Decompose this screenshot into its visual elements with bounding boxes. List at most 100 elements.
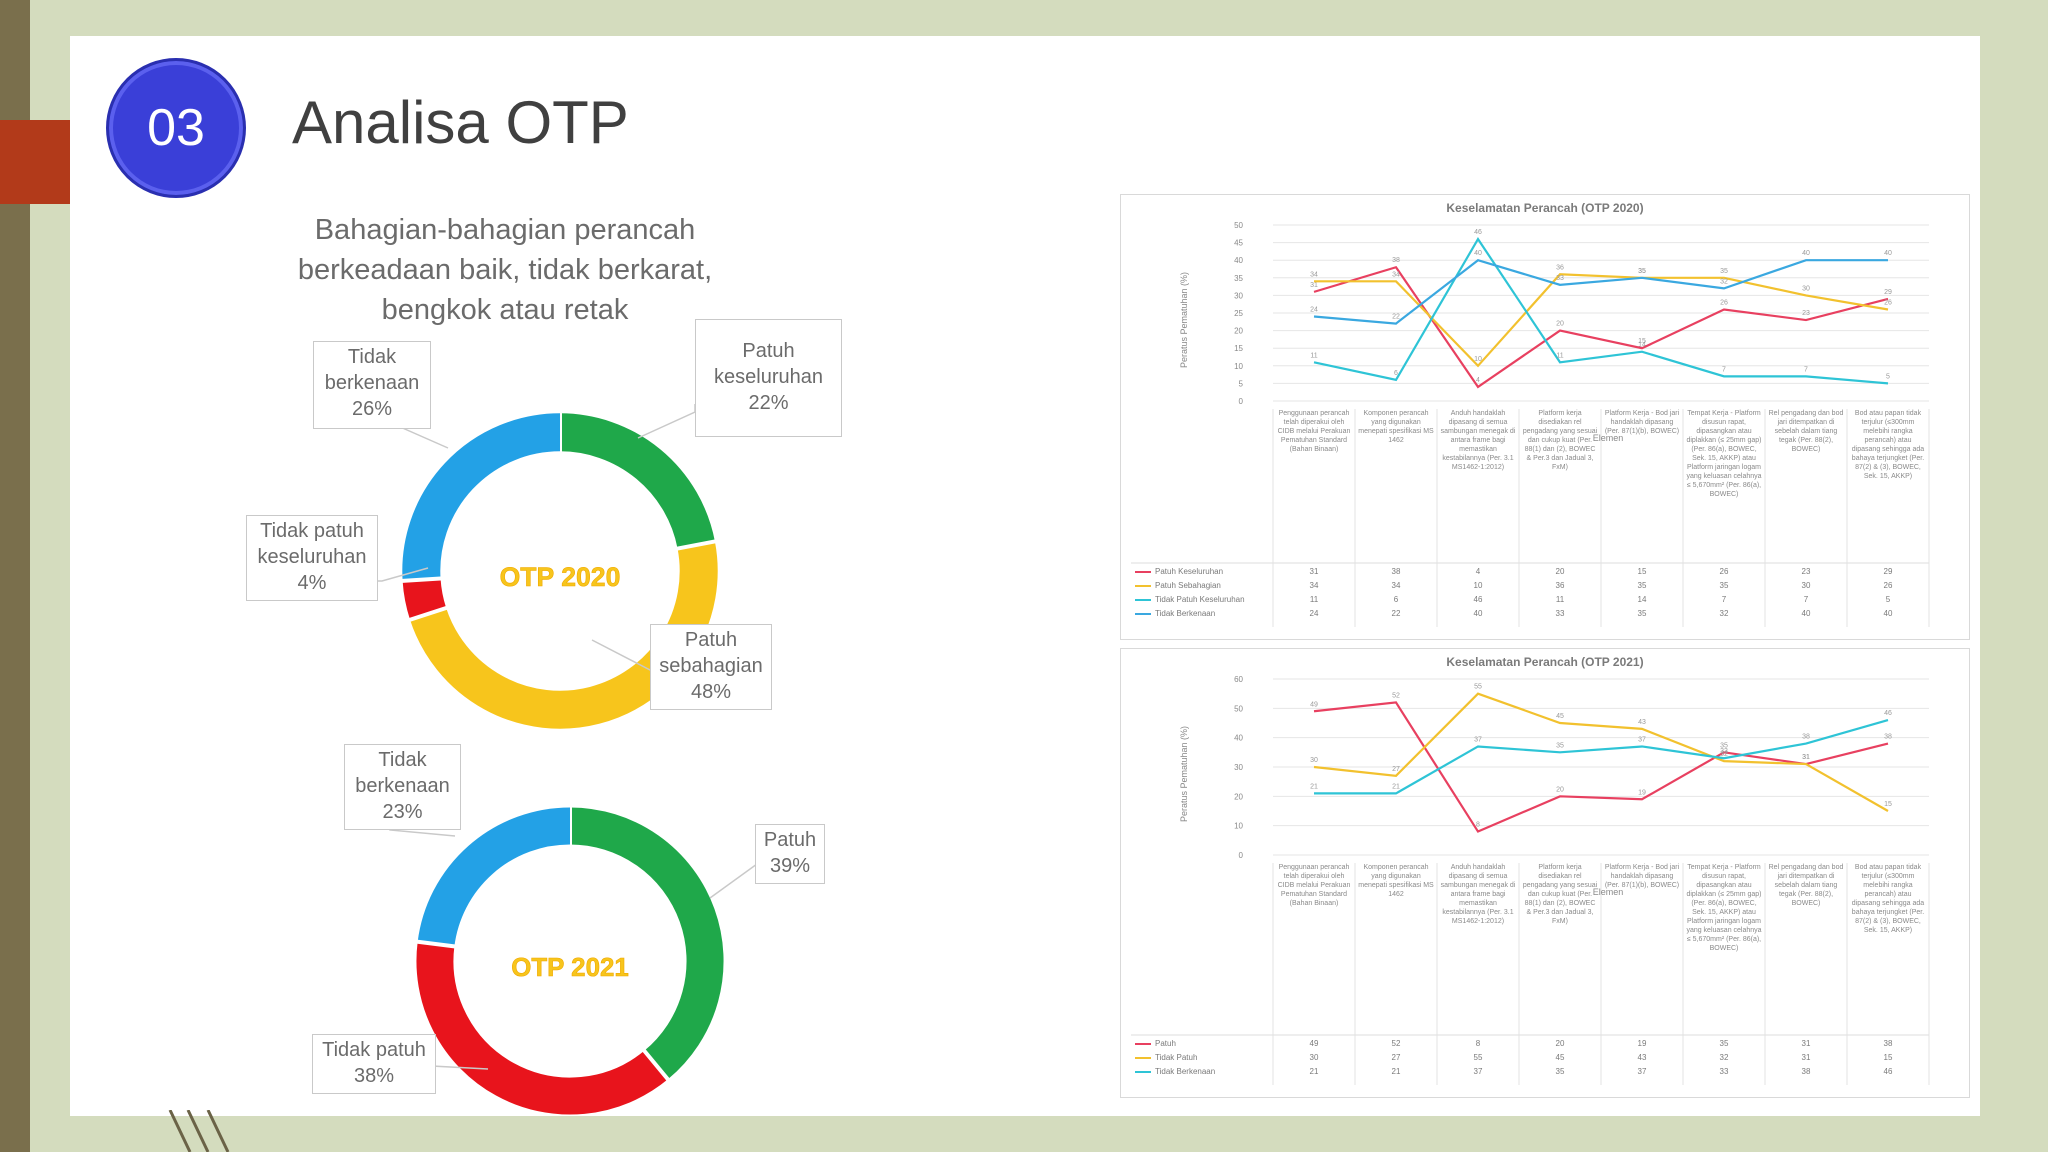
data-label: 38 — [1884, 734, 1892, 741]
y-tick-label: 35 — [1234, 274, 1243, 283]
table-cell: 22 — [1391, 609, 1401, 618]
y-tick-label: 50 — [1234, 221, 1243, 230]
callout-line: 48% — [690, 681, 732, 703]
data-label: 5 — [1886, 373, 1890, 380]
data-label: 30 — [1802, 285, 1810, 292]
table-cell: 35 — [1637, 609, 1647, 618]
table-cell: 15 — [1883, 1053, 1893, 1062]
x-axis-label: Elemen — [1592, 433, 1624, 443]
table-cell: 21 — [1391, 1067, 1401, 1076]
y-tick-label: 0 — [1239, 851, 1244, 860]
x-category-label: Penggunaan perancah telah diperakui oleh… — [1277, 864, 1351, 907]
table-cell: 11 — [1309, 595, 1319, 604]
donut-center-label: OTP 2021 — [511, 954, 629, 982]
table-cell: 5 — [1885, 595, 1891, 604]
callout-line: Tidak patuh — [260, 520, 364, 542]
data-label: 15 — [1638, 338, 1646, 345]
data-label: 37 — [1638, 736, 1646, 743]
x-axis-label: Elemen — [1592, 887, 1624, 897]
x-category-label: Tempat Kerja - Platform disusun rapat, d… — [1686, 864, 1762, 952]
donut-separator — [400, 576, 443, 584]
x-category-label: Platform Kerja - Bod jari handaklah dipa… — [1604, 410, 1680, 435]
table-cell: 7 — [1803, 595, 1809, 604]
data-label: 20 — [1556, 321, 1564, 328]
data-label: 15 — [1884, 801, 1892, 808]
line-chart-svg: 0 10 20 30 40 50 60 49 52 8 20 19 35 31 38 30 27 55 45 43 32… — [1131, 675, 1930, 1085]
x-category-label: Anduh handaklah dipasang di semua sambun… — [1440, 410, 1516, 471]
table-cell: 32 — [1719, 1053, 1729, 1062]
series-line — [1313, 692, 1889, 812]
table-cell: 20 — [1555, 567, 1565, 576]
y-tick-label: 50 — [1234, 704, 1243, 713]
callout-line: 23% — [382, 801, 423, 823]
callout-2020-tidak-patuh-keseluruhan: Tidak patuh keseluruhan 4% — [246, 515, 378, 601]
data-label: 33 — [1556, 275, 1564, 282]
data-label: 21 — [1310, 783, 1318, 790]
data-label: 7 — [1804, 366, 1808, 373]
table-cell: 40 — [1883, 609, 1893, 618]
y-tick-label: 30 — [1234, 291, 1243, 300]
data-label: 19 — [1638, 789, 1646, 796]
table-cell: 38 — [1391, 567, 1401, 576]
data-label: 6 — [1394, 370, 1398, 377]
callout-line: berkenaan — [324, 372, 420, 394]
series-line — [1313, 701, 1889, 833]
data-label: 40 — [1884, 250, 1892, 257]
x-category-label: Bod atau papan tidak terjulur (≤300mm me… — [1851, 410, 1925, 480]
table-cell: 55 — [1473, 1053, 1483, 1062]
data-label: 29 — [1884, 289, 1892, 296]
table-cell: 29 — [1883, 567, 1893, 576]
table-cell: 26 — [1719, 567, 1729, 576]
donut-segment — [402, 413, 561, 581]
callout-line: 39% — [769, 855, 811, 877]
table-cell: 35 — [1719, 1039, 1729, 1048]
decor-lines — [168, 1110, 230, 1152]
section-number-badge: 03 — [106, 58, 246, 198]
data-label: 31 — [1310, 282, 1318, 289]
table-cell: 46 — [1883, 1067, 1893, 1076]
table-cell: 21 — [1309, 1067, 1319, 1076]
x-category-label: Rel pengadang dan bod jari ditempatkan d… — [1768, 410, 1844, 453]
table-cell: 20 — [1555, 1039, 1565, 1048]
y-tick-label: 20 — [1234, 792, 1243, 801]
table-cell: 40 — [1473, 609, 1483, 618]
table-cell: 33 — [1719, 1067, 1729, 1076]
table-cell: 31 — [1309, 567, 1319, 576]
subtitle: Bahagian-bahagian perancah berkeadaan ba… — [297, 214, 713, 326]
data-label: 35 — [1556, 742, 1564, 749]
data-label: 32 — [1720, 751, 1728, 758]
table-cell: 38 — [1801, 1067, 1811, 1076]
x-category-label: Anduh handaklah dipasang di semua sambun… — [1440, 864, 1516, 925]
x-category-label: Platform kerja disediakan rel pengadang … — [1522, 864, 1598, 925]
callout-leaders — [360, 404, 758, 1070]
line-chart-2021-panel: Keselamatan Perancah (OTP 2021) Peratus P… — [1120, 648, 1970, 1098]
data-label: 38 — [1802, 734, 1810, 741]
data-label: 8 — [1476, 822, 1480, 829]
callout-line: keseluruhan — [257, 546, 367, 568]
table-cell: 27 — [1391, 1053, 1401, 1062]
y-tick-label: 5 — [1239, 379, 1244, 388]
x-category-label: Platform kerja disediakan rel pengadang … — [1522, 410, 1598, 471]
y-tick-label: 10 — [1234, 362, 1243, 371]
table-cell: 30 — [1801, 581, 1811, 590]
table-cell: 36 — [1555, 581, 1565, 590]
callout-line: Patuh — [763, 829, 817, 851]
y-tick-label: 10 — [1234, 822, 1243, 831]
x-category-label: Rel pengadang dan bod jari ditempatkan d… — [1768, 864, 1844, 907]
table-cell: 30 — [1309, 1053, 1319, 1062]
legend-entry: Tidak Patuh Keseluruhan — [1155, 595, 1245, 604]
callout-line: Tidak — [378, 749, 427, 771]
data-label: 33 — [1720, 748, 1728, 755]
data-label: 14 — [1638, 342, 1646, 349]
data-label: 36 — [1556, 264, 1564, 271]
x-category-label: Bod atau papan tidak terjulur (≤300mm me… — [1851, 864, 1925, 934]
data-label: 26 — [1720, 299, 1728, 306]
table-cell: 8 — [1475, 1039, 1481, 1048]
y-tick-label: 60 — [1234, 675, 1243, 684]
data-label: 38 — [1392, 257, 1400, 264]
y-tick-label: 25 — [1234, 309, 1243, 318]
data-label: 26 — [1884, 299, 1892, 306]
table-cell: 35 — [1637, 581, 1647, 590]
callout-line: Patuh — [684, 629, 738, 651]
